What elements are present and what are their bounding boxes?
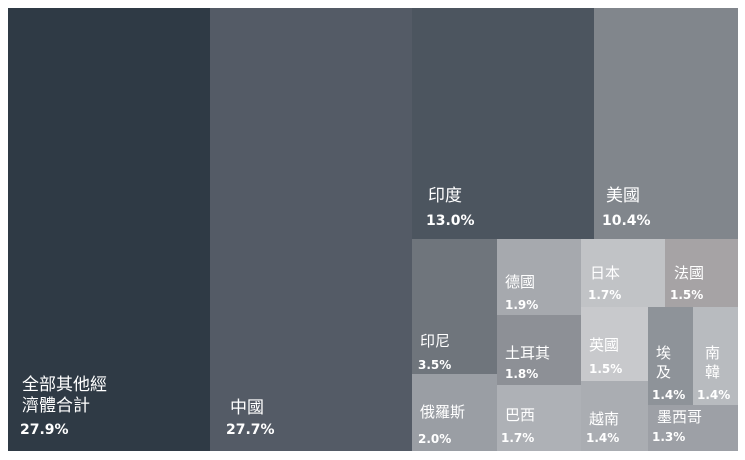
tile-value: 1.8% <box>505 367 539 381</box>
tile-label: 巴西 <box>505 406 536 424</box>
tile-label: 印尼 <box>420 332 451 350</box>
tile-value: 1.4% <box>586 431 620 445</box>
treemap-tile: 印尼 3.5% <box>412 239 497 374</box>
treemap-tile: 越南 1.4% <box>581 381 648 451</box>
tile-value: 2.0% <box>418 432 452 446</box>
tile-label: 南 韓 <box>705 344 721 381</box>
tile-value: 1.5% <box>670 288 704 302</box>
tile-value: 1.5% <box>589 362 623 376</box>
treemap-tile: 南 韓 1.4% <box>693 307 738 405</box>
treemap-tile: 中國 27.7% <box>210 8 412 451</box>
tile-label: 全部其他經 濟體合計 <box>22 375 107 416</box>
tile-label: 英國 <box>589 336 620 354</box>
tile-label: 土耳其 <box>505 344 551 362</box>
treemap-tile: 日本 1.7% <box>581 239 665 307</box>
tile-value: 10.4% <box>602 213 651 229</box>
treemap-tile: 全部其他經 濟體合計 27.9% <box>8 8 210 451</box>
tile-value: 1.4% <box>652 388 686 402</box>
tile-label: 德國 <box>505 273 536 291</box>
tile-label: 法國 <box>674 264 705 282</box>
treemap-tile: 印度 13.0% <box>412 8 594 239</box>
tile-value: 1.3% <box>652 430 686 444</box>
tile-label: 埃 及 <box>656 344 672 381</box>
tile-value: 1.9% <box>505 298 539 312</box>
tile-value: 27.7% <box>226 422 275 438</box>
tile-value: 1.7% <box>588 288 622 302</box>
tile-value: 3.5% <box>418 358 452 372</box>
tile-value: 1.4% <box>697 388 731 402</box>
treemap-tile: 俄羅斯 2.0% <box>412 374 497 451</box>
treemap-tile: 埃 及 1.4% <box>648 307 693 405</box>
tile-label: 日本 <box>590 264 621 282</box>
tile-label: 墨西哥 <box>657 408 703 426</box>
treemap-tile: 美國 10.4% <box>594 8 738 239</box>
treemap-tile: 法國 1.5% <box>665 239 738 307</box>
treemap-tile: 土耳其 1.8% <box>497 315 581 385</box>
tile-label: 美國 <box>606 186 640 206</box>
treemap-tile: 巴西 1.7% <box>497 385 581 451</box>
tile-label: 中國 <box>230 398 264 418</box>
tile-label: 俄羅斯 <box>420 403 466 421</box>
treemap-tile: 德國 1.9% <box>497 239 581 315</box>
treemap-tile: 英國 1.5% <box>581 307 648 381</box>
tile-value: 27.9% <box>20 422 69 438</box>
tile-label: 印度 <box>428 186 462 206</box>
tile-value: 13.0% <box>426 213 475 229</box>
tile-value: 1.7% <box>501 431 535 445</box>
treemap-tile: 墨西哥 1.3% <box>648 405 738 451</box>
tile-label: 越南 <box>589 410 620 428</box>
